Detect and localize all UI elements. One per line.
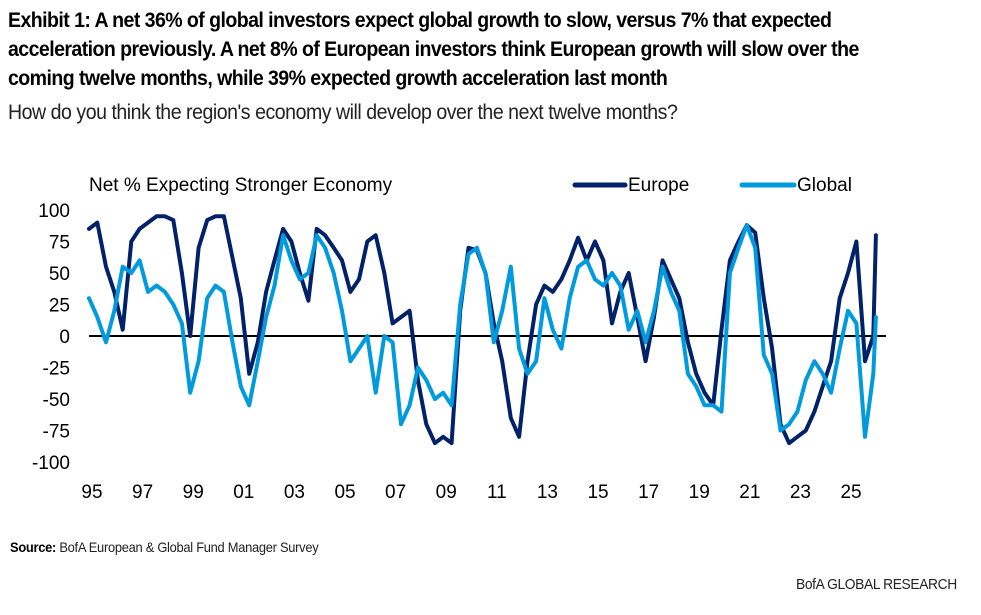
x-tick-label: 95 xyxy=(81,482,102,503)
x-tick-label: 17 xyxy=(638,482,659,503)
x-tick-label: 11 xyxy=(487,482,507,503)
legend-label-europe: Europe xyxy=(628,175,689,196)
exhibit-title: Exhibit 1: A net 36% of global investors… xyxy=(8,9,859,90)
y-tick-label: -100 xyxy=(32,453,70,474)
x-tick-label: 19 xyxy=(689,482,710,503)
series-line-europe xyxy=(87,214,878,446)
y-tick-label: -50 xyxy=(43,390,70,411)
brand-footer: BofA GLOBAL RESEARCH xyxy=(796,576,957,593)
legend-label-global: Global xyxy=(797,175,852,196)
y-tick-label: 25 xyxy=(49,296,70,317)
x-tick-label: 05 xyxy=(334,482,355,503)
y-tick-label: -25 xyxy=(43,359,70,380)
x-tick-label: 09 xyxy=(436,482,457,503)
legend: Europe Global xyxy=(572,175,852,196)
y-tick-label: 75 xyxy=(49,233,70,254)
x-tick-label: 23 xyxy=(790,482,811,503)
y-axis: 100 75 50 25 0 -25 -50 -75 -100 xyxy=(32,201,70,474)
y-tick-label: 100 xyxy=(38,201,70,222)
x-tick-label: 25 xyxy=(840,482,861,503)
x-tick-label: 97 xyxy=(132,482,153,503)
chart-title: Net % Expecting Stronger Economy xyxy=(89,175,393,196)
x-tick-label: 07 xyxy=(385,482,406,503)
line-chart: Net % Expecting Stronger Economy Europe … xyxy=(32,175,886,503)
y-tick-label: 0 xyxy=(59,327,70,348)
series-lines xyxy=(87,214,878,446)
source-text: BofA European & Global Fund Manager Surv… xyxy=(59,539,319,555)
series-line-global xyxy=(87,223,878,439)
source-note: Source: BofA European & Global Fund Mana… xyxy=(10,539,319,555)
x-tick-label: 03 xyxy=(284,482,305,503)
source-label: Source: xyxy=(10,539,57,555)
x-tick-label: 15 xyxy=(587,482,608,503)
y-tick-label: -75 xyxy=(43,422,70,443)
x-tick-label: 13 xyxy=(537,482,558,503)
x-tick-label: 99 xyxy=(183,482,204,503)
exhibit-subtitle: How do you think the region's economy wi… xyxy=(8,101,678,124)
y-tick-label: 50 xyxy=(49,264,70,285)
x-tick-label: 01 xyxy=(233,482,254,503)
x-axis: 95 97 99 01 03 05 07 09 11 13 15 17 19 21 23 25 xyxy=(81,482,861,503)
x-tick-label: 21 xyxy=(739,482,760,503)
